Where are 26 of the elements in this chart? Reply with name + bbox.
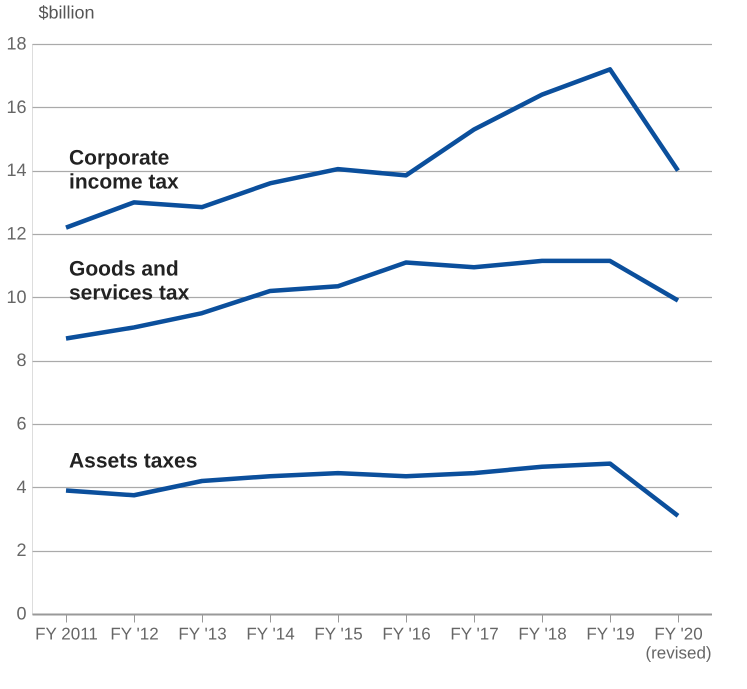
x-tick-label: FY '17: [450, 624, 499, 644]
y-axis-title: $billion: [38, 2, 95, 22]
x-tick-label: FY '20 (revised): [645, 624, 712, 662]
line-series: [64, 67, 680, 230]
y-tick-label: 0: [16, 604, 26, 624]
y-tick-label: 16: [6, 96, 26, 117]
x-tick-label: FY '18: [518, 624, 567, 644]
y-tick-label: 10: [6, 286, 26, 307]
x-tick-label: FY '14: [246, 624, 295, 644]
x-tick-label: FY '19: [586, 624, 635, 644]
y-tick-label: 8: [16, 350, 26, 370]
y-tick-label: 2: [16, 540, 26, 560]
series-label: Assets taxes: [69, 450, 198, 472]
y-tick-label: 18: [6, 34, 26, 54]
series-label: Corporate income tax: [69, 146, 180, 194]
x-tick-label: FY '15: [314, 624, 363, 644]
line-series: [64, 258, 680, 341]
y-tick-label: 6: [16, 414, 26, 434]
y-tick-label: 12: [6, 224, 26, 244]
x-tick-label: FY 2011: [35, 624, 98, 644]
series-label: Goods and services tax: [69, 258, 190, 304]
x-tick-label: FY '16: [382, 624, 431, 644]
y-tick-label: 14: [6, 160, 26, 180]
x-tick-label: FY '13: [178, 624, 227, 644]
x-tick-label: FY '12: [110, 624, 159, 644]
y-tick-label: 4: [16, 476, 26, 497]
